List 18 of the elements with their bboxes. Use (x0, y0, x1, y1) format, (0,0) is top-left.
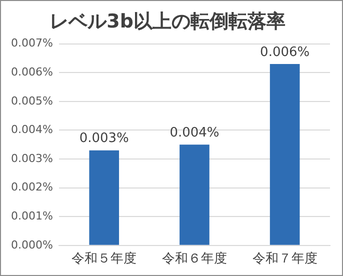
y-tick-label: 0.004% (10, 123, 53, 136)
chart-title: レベル3b以上の転倒転落率 (50, 10, 286, 32)
bar (180, 144, 210, 245)
x-tick-label: 令和５年度 (72, 250, 137, 267)
y-tick-label: 0.002% (10, 180, 53, 194)
y-tick-label: 0.007% (10, 36, 53, 50)
data-label: 0.004% (170, 125, 220, 140)
bar (89, 150, 120, 245)
x-tick-label: 令和７年度 (252, 250, 318, 267)
bar (270, 64, 300, 245)
y-tick-label: 0.006% (10, 65, 53, 78)
y-tick-label: 0.005% (10, 94, 53, 108)
data-label: 0.006% (260, 44, 310, 60)
data-label: 0.003% (79, 131, 129, 146)
y-tick-label: 0.001% (10, 209, 53, 222)
x-tick-label: 令和６年度 (162, 250, 227, 267)
y-tick-label: 0.000% (10, 238, 53, 252)
y-tick-label: 0.003% (10, 152, 53, 165)
